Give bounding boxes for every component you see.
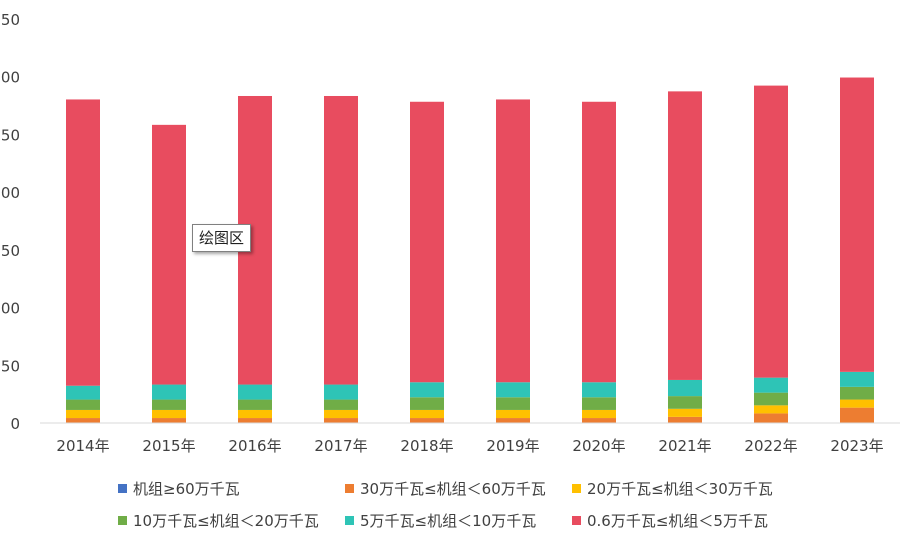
legend-item: 10万千瓦≤机组＜20万千瓦 [118,510,319,530]
legend-label: 20万千瓦≤机组＜30万千瓦 [587,478,773,499]
y-tick-label: 50 [1,126,20,144]
legend-swatch [118,484,127,493]
bar-segment [582,397,616,410]
bar-segment [410,410,444,418]
bar-segment [754,393,788,406]
x-axis: 2014年 2015年 2016年 2017年 2018年 2019年 2020年 2021年… [56,437,883,455]
bar-segment [582,382,616,397]
y-tick-label: 50 [1,357,20,375]
x-tick-label: 2018年 [400,437,453,455]
bar-segment [668,409,702,417]
bar-segment [582,410,616,418]
bar-segment [410,102,444,382]
legend-label: 0.6万千瓦≤机组＜5万千瓦 [587,510,768,531]
bar-segment [324,410,358,418]
bar-segment [496,418,530,423]
bar-segment [496,382,530,397]
bar-segment [152,125,186,385]
bar-segment [754,86,788,378]
x-tick-label: 2023年 [830,437,883,455]
legend-swatch [345,484,354,493]
legend-label: 机组≥60万千瓦 [133,478,240,499]
x-tick-label: 2014年 [56,437,109,455]
bar-segment [668,396,702,409]
x-tick-label: 2015年 [142,437,195,455]
y-tick-label: 00 [1,300,20,318]
bar-segment [410,418,444,423]
bar-segment [238,410,272,418]
bar-segment [152,410,186,418]
plot-area-tooltip: 绘图区 [192,224,251,252]
legend-item: 0.6万千瓦≤机组＜5万千瓦 [572,510,768,530]
legend-swatch [572,484,581,493]
bar-segment [496,99,530,382]
bar-segment [668,380,702,396]
y-tick-label: 0 [10,415,20,433]
bar-segment [152,385,186,400]
x-tick-label: 2019年 [486,437,539,455]
x-tick-label: 2022年 [744,437,797,455]
legend-swatch [572,516,581,525]
bar-segment [238,400,272,410]
bar-segment [840,78,874,372]
bar-segment [496,397,530,410]
bar-segment [410,382,444,397]
bar-segment [324,96,358,385]
legend-item: 机组≥60万千瓦 [118,478,240,498]
bar-segment [152,400,186,410]
x-tick-label: 2016年 [228,437,281,455]
bar-segment [582,102,616,382]
bar-segment [754,378,788,393]
bar-segment [66,400,100,410]
bar-segment [324,400,358,410]
bar-segment [668,417,702,423]
bar-segment [410,397,444,410]
bar-segment [840,387,874,400]
y-tick-label: 50 [1,242,20,260]
y-axis: 0 50 00 50 00 50 00 50 [1,11,20,433]
bar-segment [840,400,874,408]
x-tick-label: 2017年 [314,437,367,455]
bar-segment [324,418,358,423]
bar-segment [840,408,874,423]
bar-segment [754,413,788,422]
y-tick-label: 00 [1,69,20,87]
x-tick-label: 2021年 [658,437,711,455]
bars-layer [66,78,874,423]
bar-segment [238,385,272,400]
bar-segment [66,410,100,418]
legend-label: 10万千瓦≤机组＜20万千瓦 [133,510,319,531]
legend-item: 20万千瓦≤机组＜30万千瓦 [572,478,773,498]
bar-segment [496,410,530,418]
x-tick-label: 2020年 [572,437,625,455]
bar-segment [582,418,616,423]
legend-swatch [345,516,354,525]
bar-segment [324,385,358,400]
bar-segment [754,405,788,413]
bar-segment [152,418,186,423]
bar-segment [668,91,702,380]
y-tick-label: 00 [1,184,20,202]
legend-swatch [118,516,127,525]
y-tick-label: 50 [1,11,20,29]
bar-segment [238,418,272,423]
bar-segment [66,99,100,385]
bar-segment [840,372,874,387]
legend-label: 5万千瓦≤机组＜10万千瓦 [360,510,536,531]
legend-label: 30万千瓦≤机组＜60万千瓦 [360,478,546,499]
legend-item: 5万千瓦≤机组＜10万千瓦 [345,510,536,530]
bar-segment [66,386,100,400]
legend-item: 30万千瓦≤机组＜60万千瓦 [345,478,546,498]
bar-segment [66,418,100,423]
